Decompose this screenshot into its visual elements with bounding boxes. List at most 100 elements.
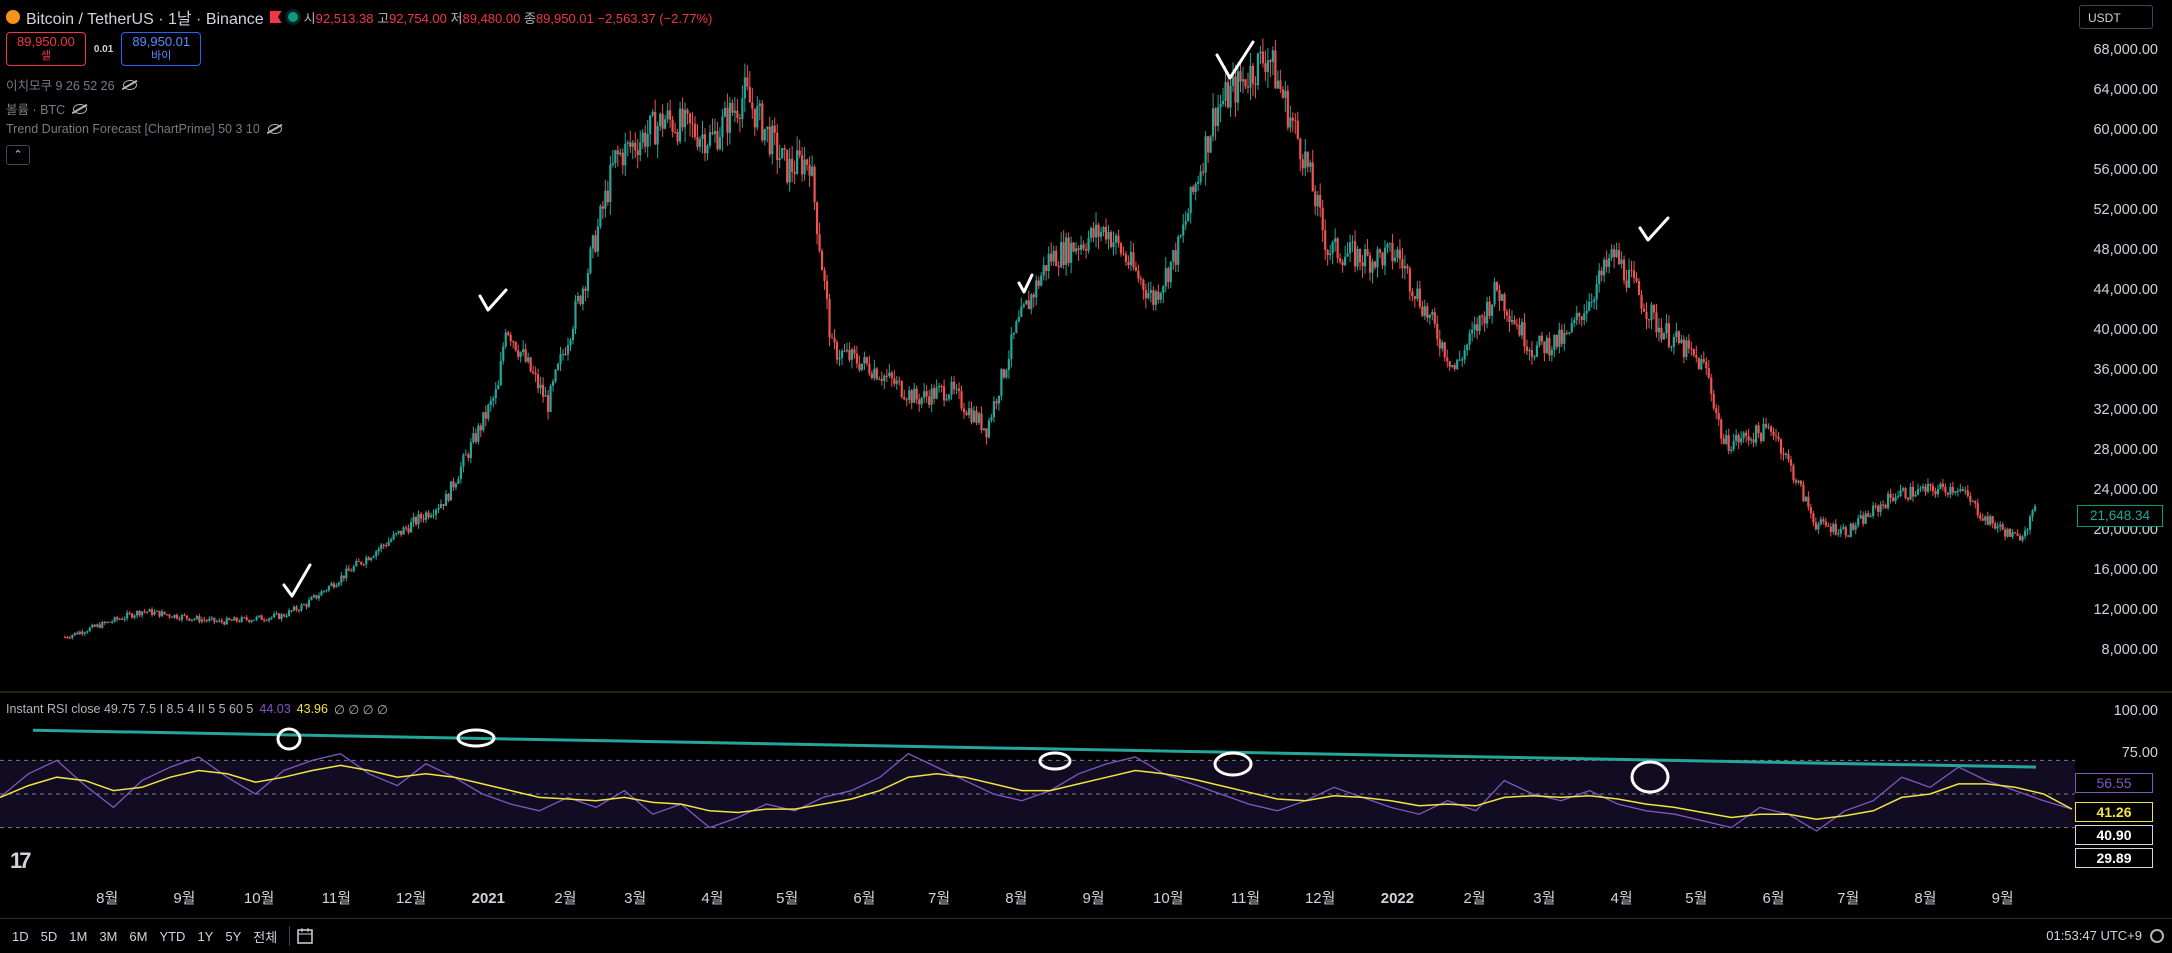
candle-body bbox=[1603, 259, 1606, 276]
hidden-eye-icon[interactable] bbox=[122, 79, 137, 90]
range-5y[interactable]: 5Y bbox=[225, 928, 242, 944]
clock[interactable]: 01:53:47 UTC+9 bbox=[2046, 928, 2142, 943]
candle-body bbox=[1999, 524, 2002, 527]
candle-body bbox=[1565, 332, 1568, 334]
price-tick-label: 48,000.00 bbox=[2093, 242, 2158, 258]
candle-body bbox=[1944, 486, 1947, 493]
candle-body bbox=[1966, 490, 1969, 497]
candle-body bbox=[1007, 358, 1010, 371]
candle-body bbox=[1453, 365, 1456, 370]
candle-body bbox=[1344, 256, 1347, 266]
candle-body bbox=[537, 374, 540, 389]
candle-body bbox=[1615, 249, 1618, 258]
candle-body bbox=[106, 621, 109, 623]
candle-body bbox=[1575, 313, 1578, 321]
range-ytd[interactable]: YTD bbox=[159, 928, 186, 944]
indicator-trend-duration[interactable]: Trend Duration Forecast [ChartPrime] 50 … bbox=[6, 122, 282, 136]
candle-body bbox=[581, 288, 585, 305]
candle-body bbox=[1630, 269, 1633, 271]
candle-body bbox=[168, 614, 171, 617]
candle-body bbox=[1545, 337, 1548, 354]
rsi-legend[interactable]: Instant RSI close 49.75 7.5 I 8.5 4 II 5… bbox=[6, 702, 388, 717]
candle-body bbox=[1261, 51, 1265, 64]
candle-body bbox=[1727, 435, 1730, 451]
range-1y[interactable]: 1Y bbox=[197, 928, 214, 944]
candle-body bbox=[1877, 505, 1880, 512]
candle-body bbox=[664, 119, 667, 129]
candle-body bbox=[701, 134, 704, 140]
candle-body bbox=[803, 159, 806, 175]
hidden-eye-icon[interactable] bbox=[267, 124, 282, 134]
candle-body bbox=[1495, 282, 1499, 291]
range-1m[interactable]: 1M bbox=[69, 928, 88, 944]
time-tick-label: 2022 bbox=[1381, 890, 1414, 907]
candle-body bbox=[1124, 254, 1128, 262]
collapse-legend-button[interactable]: ⌃ bbox=[6, 145, 30, 165]
symbol-header: Bitcoin / TetherUS · 1날 · Binance 시92,51… bbox=[6, 6, 712, 28]
candle-body bbox=[1234, 76, 1237, 103]
candle-body bbox=[1819, 519, 1822, 525]
candle-body bbox=[1172, 250, 1175, 262]
time-tick-label: 12월 bbox=[396, 890, 427, 907]
candle-body bbox=[1428, 314, 1431, 318]
price-tick-label: 36,000.00 bbox=[2093, 362, 2158, 378]
currency-selector[interactable]: USDT bbox=[2079, 5, 2153, 29]
time-tick-label: 10월 bbox=[1153, 890, 1184, 907]
candle-body bbox=[1764, 423, 1768, 428]
candle-body bbox=[2014, 532, 2017, 534]
candle-body bbox=[1331, 242, 1334, 254]
candle-body bbox=[360, 561, 363, 565]
candle-body bbox=[967, 408, 971, 416]
candle-body bbox=[561, 354, 565, 356]
candle-body bbox=[392, 534, 395, 540]
candle-body bbox=[275, 613, 278, 615]
candle-body bbox=[504, 332, 507, 347]
candle-body bbox=[1119, 243, 1123, 254]
candle-body bbox=[853, 349, 856, 354]
range-1d[interactable]: 1D bbox=[12, 928, 29, 944]
candle-body bbox=[698, 139, 702, 147]
time-tick-label: 4월 bbox=[701, 890, 723, 907]
hidden-eye-icon[interactable] bbox=[73, 103, 88, 114]
range-all[interactable]: 전체 bbox=[253, 929, 278, 945]
candle-body bbox=[73, 632, 76, 635]
candle-body bbox=[828, 298, 831, 338]
candle-body bbox=[417, 514, 420, 525]
candle-body bbox=[933, 388, 936, 399]
candle-body bbox=[1568, 332, 1571, 334]
indicator-volume[interactable]: 볼륨 · BTC bbox=[6, 99, 88, 118]
price-chart[interactable]: 68,000.00 64,000.00 60,000.00 56,000.00 52,0… bbox=[0, 0, 2172, 918]
candle-body bbox=[484, 412, 487, 419]
candle-body bbox=[1010, 334, 1013, 359]
candle-body bbox=[1391, 243, 1394, 262]
range-5d[interactable]: 5D bbox=[40, 928, 58, 944]
buy-button[interactable]: 89,950.01 바이 bbox=[121, 32, 202, 66]
candle-body bbox=[746, 77, 749, 87]
candle-body bbox=[1431, 312, 1434, 315]
candle-body bbox=[472, 433, 475, 443]
candle-body bbox=[320, 591, 323, 596]
candle-body bbox=[1710, 377, 1713, 394]
range-3m[interactable]: 3M bbox=[99, 928, 118, 944]
candle-body bbox=[781, 148, 784, 159]
symbol-title[interactable]: Bitcoin / TetherUS · 1날 · Binance bbox=[26, 11, 264, 28]
candle-body bbox=[898, 380, 901, 382]
candle-body bbox=[1092, 227, 1095, 238]
flag-icon[interactable] bbox=[269, 11, 282, 23]
candle-body bbox=[1358, 249, 1362, 263]
range-6m[interactable]: 6M bbox=[129, 928, 148, 944]
indicator-ichimoku[interactable]: 이치모쿠 9 26 52 26 bbox=[6, 75, 137, 94]
candle-body bbox=[1162, 286, 1165, 294]
candle-body bbox=[845, 349, 849, 352]
candle-body bbox=[1996, 526, 1999, 529]
candle-body bbox=[674, 131, 677, 133]
candle-body bbox=[1637, 280, 1641, 295]
candle-body bbox=[382, 544, 385, 546]
settings-gear-icon[interactable] bbox=[2150, 929, 2164, 943]
candle-body bbox=[1560, 329, 1563, 344]
candle-body bbox=[412, 517, 415, 523]
calendar-icon[interactable] bbox=[296, 927, 314, 945]
candle-body bbox=[1508, 315, 1511, 322]
sell-button[interactable]: 89,950.00 셀 bbox=[6, 32, 86, 66]
candle-body bbox=[1916, 489, 1920, 495]
